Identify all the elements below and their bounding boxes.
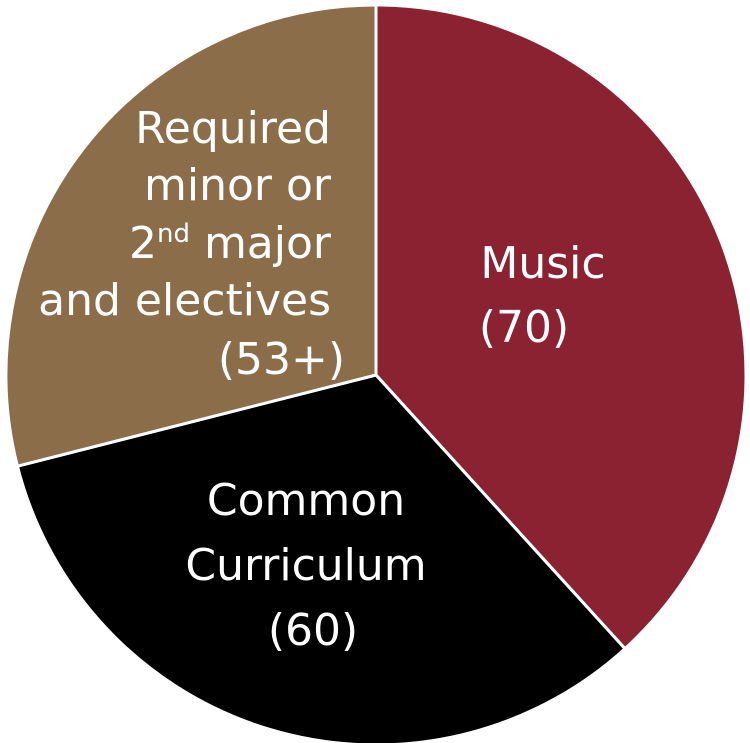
slice-label-required-line3-suffix: major (190, 218, 332, 269)
slice-label-music-value: (70) (479, 302, 569, 353)
slice-label-common-curriculum: Common Curriculum (60) (185, 475, 440, 656)
slice-label-music-name: Music (480, 238, 605, 289)
slice-label-required: Required minor or 2nd major and elective… (38, 103, 345, 385)
slice-label-common-line1: Common (207, 475, 405, 526)
slice-label-common-value: (60) (268, 605, 358, 656)
pie-slice-common-curriculum (15, 373, 628, 743)
pie-slices (4, 3, 748, 743)
slice-label-common-line2: Curriculum (185, 540, 426, 591)
slice-label-required-line1: Required (135, 103, 331, 154)
slice-label-required-value: (53+) (218, 334, 345, 385)
pie-slice-required-minor (4, 3, 378, 468)
slice-label-required-line3-sup: nd (157, 219, 190, 249)
pie-slice-music (374, 3, 748, 651)
slice-label-required-line3: 2nd major (129, 218, 332, 269)
slice-label-required-line3-prefix: 2 (129, 218, 157, 269)
slice-label-required-line2: minor or (144, 160, 332, 211)
slice-label-required-line4: and electives (38, 275, 331, 326)
slice-label-music: Music (70) (479, 238, 620, 353)
